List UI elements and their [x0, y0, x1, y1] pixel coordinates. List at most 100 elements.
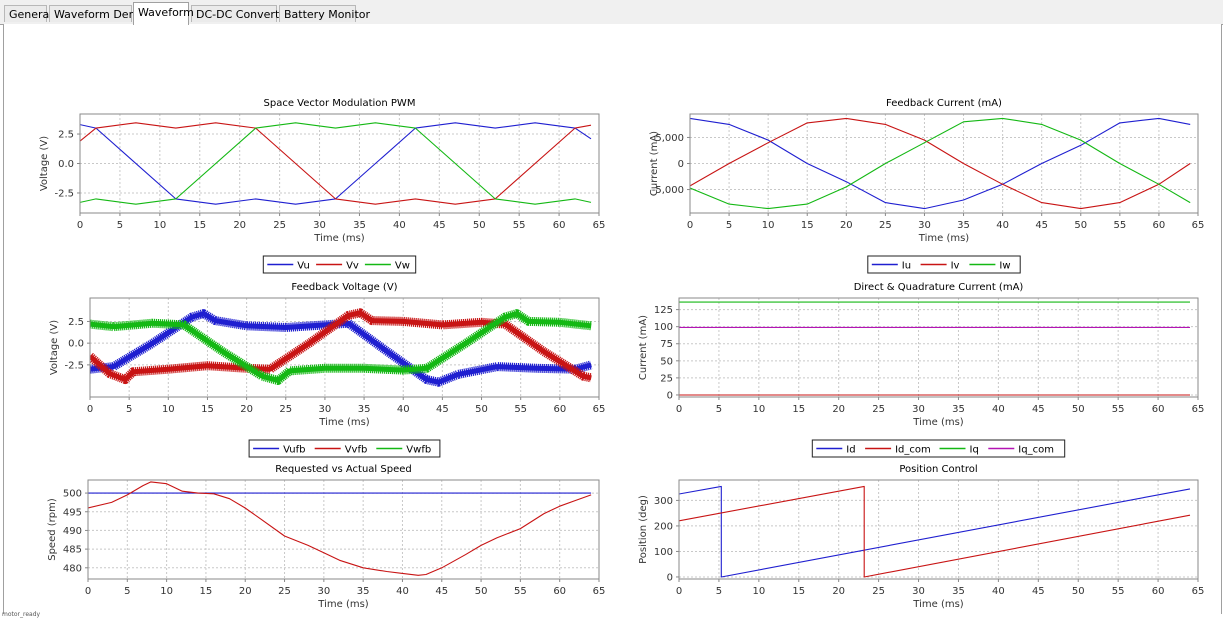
x-tick-label: 15 [792, 404, 805, 415]
x-tick-label: 0 [77, 220, 83, 231]
tab-battery-monitor[interactable]: Battery Monitor [279, 5, 370, 22]
x-tick-label: 40 [396, 586, 409, 597]
plot-frame [678, 297, 1199, 398]
y-tick-label: -2.5 [64, 360, 84, 371]
x-tick-label: 35 [358, 404, 371, 415]
series-group [679, 301, 1190, 396]
x-tick-label: 15 [201, 404, 214, 415]
legend-label-Vw: Vw [395, 261, 410, 272]
chart-svm: Space Vector Modulation PWM 0 5 10 15 20 25 30 3… [39, 98, 605, 274]
x-tick-label: 45 [435, 586, 448, 597]
x-tick-label: 45 [1032, 586, 1045, 597]
series-group [690, 117, 1191, 210]
x-tick-label: 25 [278, 586, 291, 597]
series-line-core-Vvfb [90, 310, 592, 383]
x-tick-label: 5 [716, 586, 722, 597]
x-tick-label: 0 [85, 586, 91, 597]
series-line-Vw [80, 122, 592, 205]
x-tick-label: 35 [353, 220, 366, 231]
x-tick-label: 55 [514, 586, 527, 597]
x-tick-label: 45 [436, 404, 449, 415]
tab-general[interactable]: General [4, 5, 52, 22]
x-axis-label: Time (ms) [912, 417, 964, 428]
x-tick-label: 30 [912, 404, 925, 415]
status-text: motor_ready [2, 611, 41, 618]
legend-label-Iv: Iv [951, 261, 960, 272]
x-tick-label: 0 [676, 586, 682, 597]
x-tick-label: 5 [126, 404, 132, 415]
x-tick-label: 60 [553, 586, 566, 597]
x-tick-label: 50 [1072, 586, 1085, 597]
x-tick-label: 40 [393, 220, 406, 231]
y-tick-label: 485 [63, 545, 82, 556]
x-tick-label: 25 [879, 220, 892, 231]
x-axis-label: Time (ms) [912, 599, 964, 610]
legend-label-Vvfb: Vvfb [345, 445, 368, 456]
series-line-Actual [88, 481, 592, 576]
x-tick-label: 40 [397, 404, 410, 415]
x-tick-label: 20 [239, 586, 252, 597]
x-tick-label: 15 [200, 586, 213, 597]
y-tick-label: 0.0 [68, 339, 84, 350]
y-tick-label: 480 [63, 563, 82, 574]
x-tick-label: 35 [952, 586, 965, 597]
x-tick-label: 15 [801, 220, 814, 231]
series-line-Iw [690, 117, 1191, 210]
x-tick-label: 20 [240, 404, 253, 415]
x-tick-label: 5 [124, 586, 130, 597]
x-tick-label: 35 [952, 404, 965, 415]
legend: Vu Vv Vw [262, 255, 417, 274]
x-tick-label: 65 [1192, 220, 1205, 231]
x-tick-label: 65 [1192, 586, 1205, 597]
chart-title: Requested vs Actual Speed [275, 464, 411, 475]
x-tick-label: 10 [160, 586, 173, 597]
series-group [679, 485, 1191, 578]
chart-speed: Requested vs Actual Speed 0 5 10 15 20 25 30 35 4… [47, 464, 605, 610]
x-tick-label: 30 [912, 586, 925, 597]
y-tick-label: 75 [660, 339, 673, 350]
x-tick-label: 60 [1153, 220, 1166, 231]
series-line-Iu [690, 117, 1191, 210]
x-tick-label: 30 [918, 220, 931, 231]
y-tick-label: 2.5 [68, 317, 84, 328]
x-tick-label: 25 [273, 220, 286, 231]
y-tick-label: 0 [667, 390, 673, 401]
plot-area [679, 298, 1198, 397]
tab-dc-dc-converter[interactable]: DC-DC Converter [191, 5, 291, 22]
y-tick-label: 125 [654, 305, 673, 316]
x-tick-label: 35 [957, 220, 970, 231]
chart-title: Direct & Quadrature Current (mA) [854, 282, 1024, 293]
chart-fbvolt: Feedback Voltage (V) 0 5 10 15 20 25 30 35 40 45 50… [49, 282, 606, 458]
legend-label-Iq_com: Iq_com [1018, 445, 1054, 456]
y-tick-label: 50 [660, 356, 673, 367]
x-tick-label: 30 [317, 586, 330, 597]
x-tick-label: 5 [716, 404, 722, 415]
y-axis-label: Current (mA) [649, 131, 660, 196]
x-tick-label: 65 [593, 404, 606, 415]
legend-label-Vufb: Vufb [283, 445, 305, 456]
y-axis-label: Speed (rpm) [47, 498, 58, 561]
y-tick-label: 0 [678, 159, 684, 170]
y-tick-label: 100 [654, 322, 673, 333]
legend-label-Iq: Iq [970, 445, 979, 456]
x-tick-label: 50 [475, 586, 488, 597]
x-tick-label: 40 [992, 404, 1005, 415]
tab-bar: General Waveform Demo Waveform DC-DC Con… [0, 0, 1223, 25]
x-tick-label: 60 [553, 220, 566, 231]
tab-waveform-demo[interactable]: Waveform Demo [49, 5, 146, 22]
y-tick-label: 495 [63, 507, 82, 518]
x-tick-label: 15 [792, 586, 805, 597]
legend: Vufb Vvfb Vwfb [248, 439, 441, 458]
chart-dq: Direct & Quadrature Current (mA) 0 5 10 15 20… [638, 282, 1204, 458]
plot-frame [89, 297, 600, 398]
y-tick-label: 100 [654, 547, 673, 558]
x-tick-label: 40 [996, 220, 1009, 231]
y-tick-label: 490 [63, 526, 82, 537]
x-tick-label: 15 [193, 220, 206, 231]
x-tick-label: 60 [1152, 586, 1165, 597]
x-tick-label: 45 [1032, 404, 1045, 415]
x-tick-label: 35 [357, 586, 370, 597]
tab-waveform[interactable]: Waveform [133, 2, 194, 25]
chart-title: Feedback Voltage (V) [291, 282, 397, 293]
plot-frame [689, 113, 1199, 214]
